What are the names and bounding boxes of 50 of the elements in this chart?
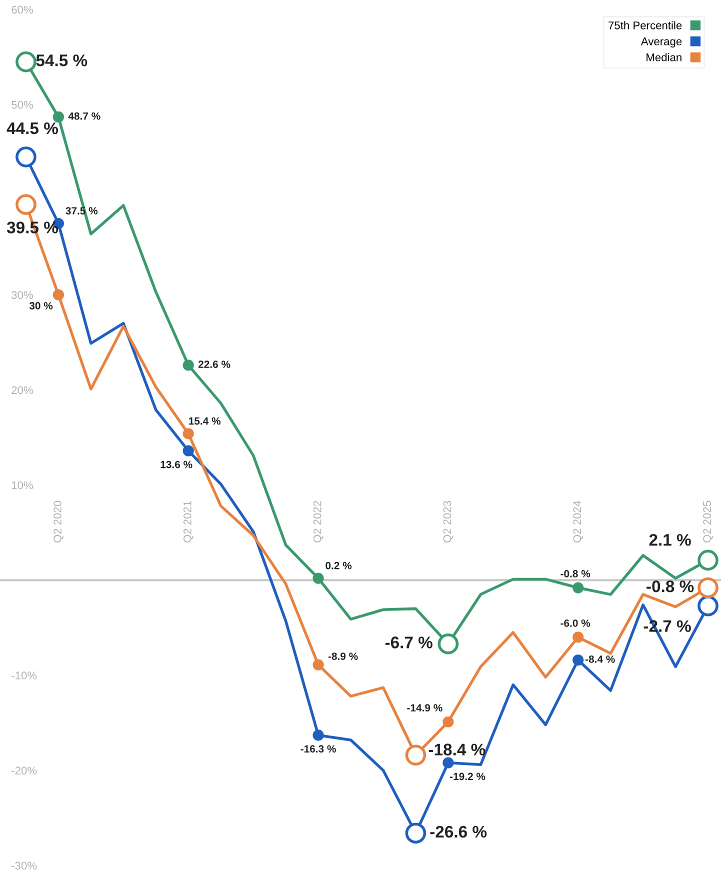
y-tick-label: 50% (12, 100, 33, 109)
data-label: -8.4 % (585, 655, 615, 663)
point (182, 428, 194, 440)
x-tick-label: Q2 2023 (443, 500, 454, 543)
point (312, 659, 324, 670)
data-label: 0.2 % (326, 562, 352, 570)
legend-label: Median (646, 53, 682, 62)
point (572, 582, 584, 594)
point (182, 360, 194, 371)
y-tick-label: 30% (12, 291, 33, 299)
legend-label: Average (640, 38, 682, 48)
x-tick-label: Q2 2025 (703, 500, 713, 543)
x-tick-label: Q2 2021 (183, 500, 194, 543)
data-label: -26.6 % (430, 826, 487, 838)
data-label: 22.6 % (198, 360, 230, 368)
point (52, 289, 64, 300)
data-label: -19.2 % (450, 772, 486, 780)
x-tick-label: Q2 2020 (54, 500, 64, 543)
data-label: 30 % (29, 302, 53, 310)
data-label: -16.3 % (300, 745, 336, 753)
point (312, 730, 324, 741)
data-label: -14.9 % (407, 704, 442, 712)
y-tick-label: -10% (12, 672, 37, 680)
legend-label: 75th Percentile (608, 21, 682, 30)
data-label: 44.5 % (6, 122, 58, 134)
x-tick-label: Q2 2022 (313, 500, 324, 543)
y-tick-label: 10% (12, 481, 33, 490)
y-tick-label: 60% (12, 6, 33, 14)
data-label: 13.6 % (160, 460, 192, 468)
data-label: -8.9 % (328, 652, 358, 660)
point (572, 632, 584, 643)
data-label: -18.4 % (428, 744, 486, 756)
data-label: -0.8 % (646, 580, 694, 592)
data-label: -6.7 % (385, 636, 432, 648)
y-tick-label: -20% (12, 766, 37, 775)
data-label: -0.8 % (560, 570, 590, 578)
data-label: 48.7 % (68, 112, 100, 120)
x-tick-label: Q2 2024 (573, 500, 584, 543)
point (442, 716, 454, 728)
point (182, 445, 194, 456)
point (52, 111, 64, 123)
y-tick-label: -30% (12, 862, 37, 870)
data-label: 54.5 % (36, 54, 88, 66)
point (312, 572, 324, 584)
data-label: 2.1 % (649, 534, 691, 546)
data-label: -6.0 % (560, 619, 590, 627)
y-tick-label: 20% (12, 386, 33, 394)
point (442, 757, 454, 768)
data-label: 15.4 % (189, 417, 221, 425)
point (572, 654, 584, 666)
